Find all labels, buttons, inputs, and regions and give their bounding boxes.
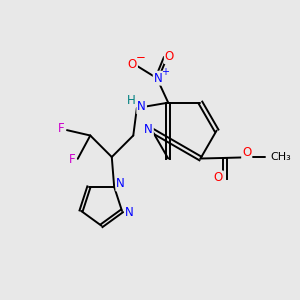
Text: N: N xyxy=(125,206,134,219)
Text: N: N xyxy=(116,177,125,190)
Text: F: F xyxy=(58,122,65,135)
Text: F: F xyxy=(69,154,76,166)
Text: −: − xyxy=(136,51,146,64)
Text: N: N xyxy=(137,100,146,113)
Text: O: O xyxy=(214,171,223,184)
Text: O: O xyxy=(242,146,251,159)
Text: CH₃: CH₃ xyxy=(270,152,291,162)
Text: H: H xyxy=(127,94,136,107)
Text: O: O xyxy=(128,58,137,71)
Text: N: N xyxy=(144,124,153,136)
Text: N: N xyxy=(154,72,162,85)
Text: O: O xyxy=(165,50,174,63)
Text: +: + xyxy=(160,67,169,76)
